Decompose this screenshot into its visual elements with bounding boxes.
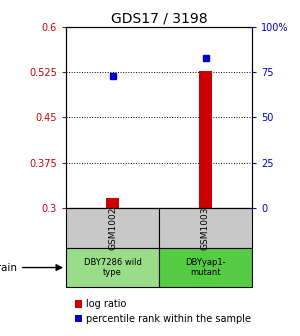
Bar [75, 300, 82, 308]
Bar [159, 248, 252, 287]
Text: GSM1003: GSM1003 [201, 206, 210, 250]
Bar [200, 71, 211, 208]
Bar [66, 208, 159, 248]
Title: GDS17 / 3198: GDS17 / 3198 [111, 12, 207, 26]
Text: log ratio: log ratio [85, 299, 126, 309]
Bar [66, 248, 159, 287]
Text: percentile rank within the sample: percentile rank within the sample [85, 313, 250, 324]
Text: GSM1002: GSM1002 [108, 206, 117, 250]
Text: DBY7286 wild
type: DBY7286 wild type [84, 258, 141, 277]
Text: strain: strain [0, 262, 62, 272]
Bar [75, 314, 82, 323]
Bar [159, 208, 252, 248]
Text: DBYyap1-
mutant: DBYyap1- mutant [185, 258, 226, 277]
Bar [106, 198, 119, 208]
